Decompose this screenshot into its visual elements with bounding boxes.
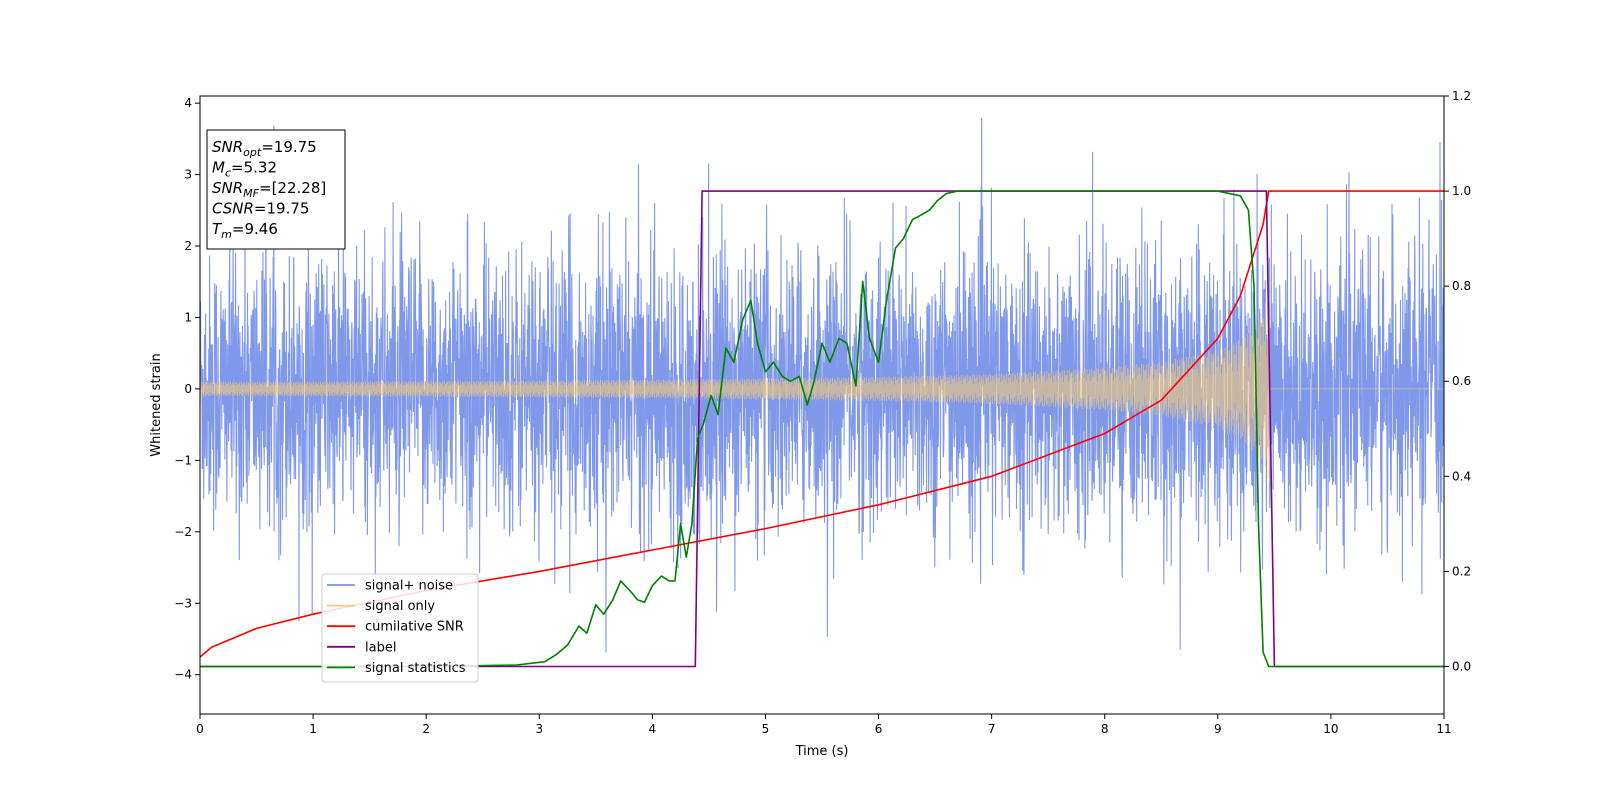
y-left-tick-label: −2 bbox=[174, 525, 192, 539]
series-cumulative-snr bbox=[200, 190, 1444, 658]
legend-label: signal only bbox=[365, 599, 435, 614]
series-signal-only bbox=[200, 302, 1444, 484]
legend-label: signal statistics bbox=[365, 661, 466, 676]
y-right-tick-label: 0.4 bbox=[1452, 469, 1471, 483]
x-tick-label: 5 bbox=[762, 722, 770, 736]
x-tick-label: 0 bbox=[196, 722, 204, 736]
x-tick-label: 11 bbox=[1436, 722, 1451, 736]
x-tick-label: 2 bbox=[422, 722, 430, 736]
y-axis-right: 0.0 0.2 0.4 0.6 0.8 1.0 1.2 bbox=[1444, 89, 1471, 673]
legend-label: signal+ noise bbox=[365, 579, 453, 594]
y-right-tick-label: 0.2 bbox=[1452, 564, 1471, 578]
y-right-tick-label: 0.8 bbox=[1452, 279, 1471, 293]
annotation-frame bbox=[206, 129, 346, 250]
y-left-tick-label: 1 bbox=[184, 310, 192, 324]
x-tick-label: 4 bbox=[649, 722, 657, 736]
series-signal-statistics bbox=[200, 190, 1444, 668]
y-left-tick-label: −4 bbox=[174, 668, 192, 682]
legend: signal+ noise signal only cumilative SNR la… bbox=[321, 573, 479, 683]
x-axis: 0 1 2 3 4 5 6 7 8 9 10 11 bbox=[196, 714, 1452, 736]
annotation-line: SNRMF=[22.28] bbox=[212, 179, 326, 200]
annotation-line: SNRopt=19.75 bbox=[212, 138, 317, 159]
x-axis-label: Time (s) bbox=[795, 744, 849, 759]
y-left-tick-label: 0 bbox=[184, 382, 192, 396]
annotation-box: SNRopt=19.75Mc=5.32SNRMF=[22.28]CSNR=19.… bbox=[206, 129, 346, 250]
y-right-tick-label: 0.0 bbox=[1452, 659, 1471, 673]
x-tick-label: 3 bbox=[535, 722, 543, 736]
annotation-line: Mc=5.32 bbox=[212, 159, 277, 180]
y-left-tick-label: −3 bbox=[174, 596, 192, 610]
y-left-tick-label: −1 bbox=[174, 453, 192, 467]
y-right-tick-label: 1.2 bbox=[1452, 89, 1471, 103]
x-tick-label: 8 bbox=[1101, 722, 1109, 736]
x-tick-label: 7 bbox=[988, 722, 996, 736]
plot-area bbox=[200, 117, 1444, 668]
plot-frame bbox=[199, 95, 1445, 715]
y-axis-left: −4 −3 −2 −1 0 1 2 3 4 bbox=[174, 96, 200, 682]
legend-frame bbox=[321, 573, 479, 683]
y-right-tick-label: 0.6 bbox=[1452, 374, 1471, 388]
x-tick-label: 1 bbox=[309, 722, 317, 736]
legend-label: label bbox=[365, 640, 396, 655]
y-axis-label: Whitened strain bbox=[149, 353, 164, 456]
y-left-tick-label: 3 bbox=[184, 168, 192, 182]
x-tick-label: 6 bbox=[875, 722, 883, 736]
x-tick-label: 9 bbox=[1214, 722, 1222, 736]
annotation-line: CSNR=19.75 bbox=[212, 200, 309, 218]
legend-label: cumilative SNR bbox=[365, 620, 464, 635]
series-signal-noise bbox=[200, 117, 1444, 653]
y-left-tick-label: 2 bbox=[184, 239, 192, 253]
annotation-line: Tm=9.46 bbox=[212, 220, 278, 241]
y-left-tick-label: 4 bbox=[184, 96, 192, 110]
y-right-tick-label: 1.0 bbox=[1452, 184, 1471, 198]
x-tick-label: 10 bbox=[1323, 722, 1338, 736]
